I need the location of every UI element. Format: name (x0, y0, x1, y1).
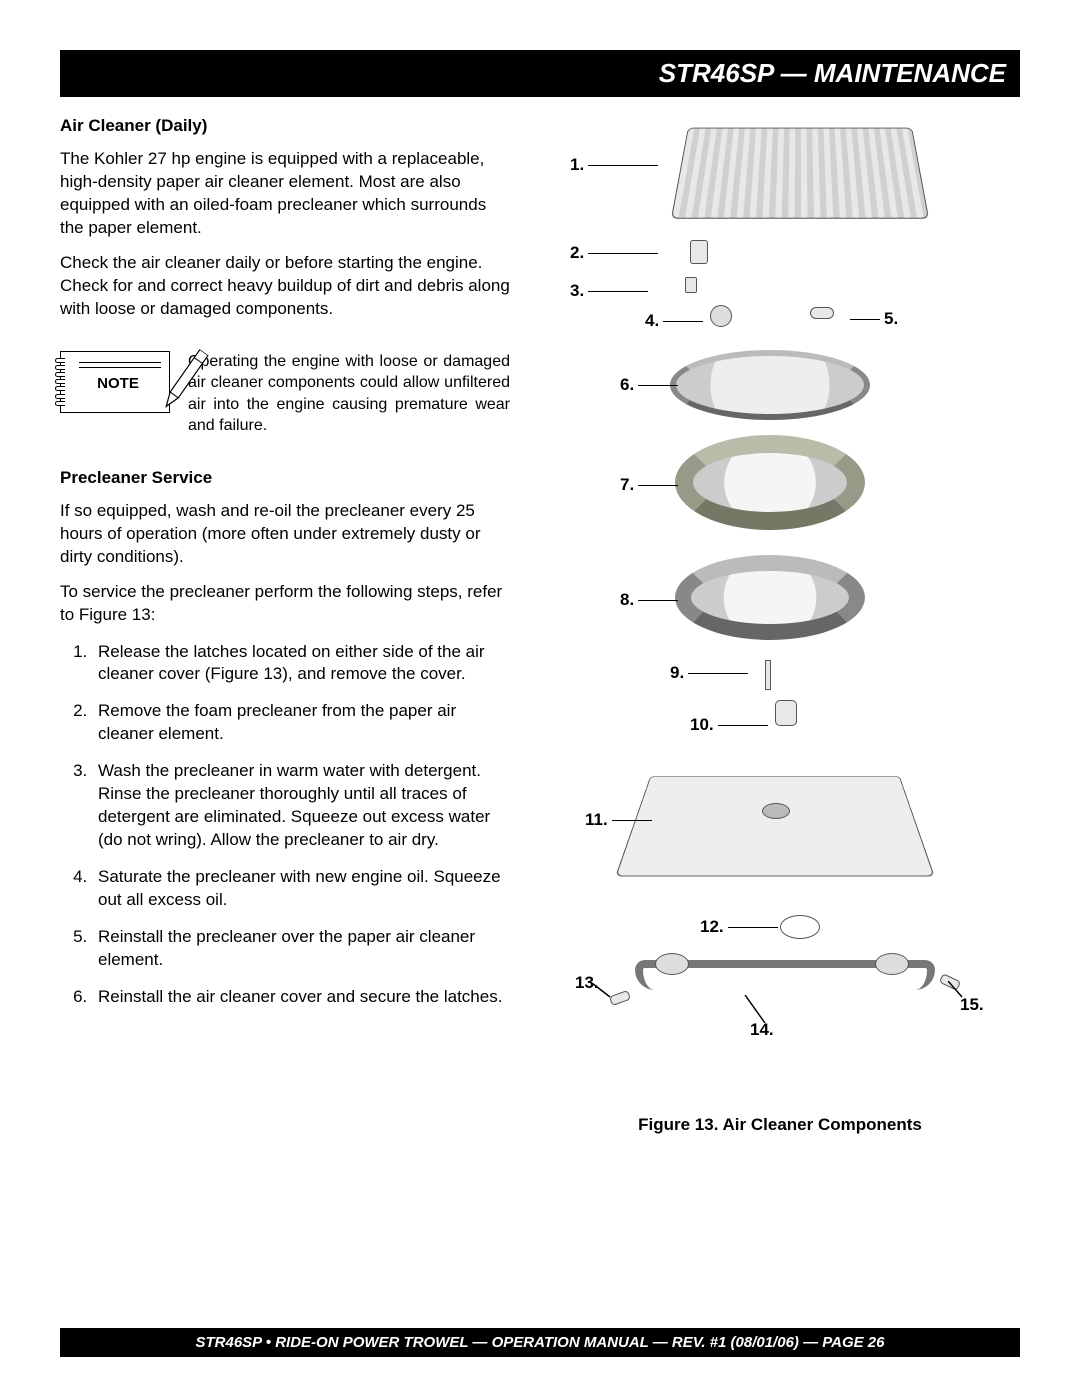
heading-air-cleaner: Air Cleaner (Daily) (60, 115, 510, 138)
part-gasket (780, 915, 820, 939)
callout-4: 4. (645, 311, 703, 331)
callout-8: 8. (620, 590, 678, 610)
callout-6: 6. (620, 375, 678, 395)
part-flange-left (655, 953, 689, 975)
step-item: Wash the precleaner in warm water with d… (92, 760, 510, 852)
part-cover (671, 128, 929, 219)
part-breather-tube (775, 700, 797, 726)
air-cleaner-diagram: 1. 2. 3. 4. 5. (540, 115, 1020, 1105)
step-item: Reinstall the air cleaner cover and secu… (92, 986, 510, 1009)
callout-10: 10. (690, 715, 768, 735)
notepad-spiral-icon (55, 358, 65, 406)
heading-precleaner: Precleaner Service (60, 467, 510, 490)
part-flange-right (875, 953, 909, 975)
part-base-hole (762, 803, 790, 819)
page-footer: STR46SP • RIDE-ON POWER TROWEL — OPERATI… (195, 1334, 884, 1351)
callout-9: 9. (670, 663, 748, 683)
callout-2: 2. (570, 243, 658, 263)
leader-14 (740, 995, 770, 1023)
page-title-bar: STR46SP — MAINTENANCE (60, 50, 1020, 97)
callout-7: 7. (620, 475, 678, 495)
note-notepad-icon: NOTE (60, 351, 170, 413)
para-4: To service the precleaner perform the fo… (60, 581, 510, 627)
left-column: Air Cleaner (Daily) The Kohler 27 hp eng… (60, 115, 510, 1145)
content-columns: Air Cleaner (Daily) The Kohler 27 hp eng… (60, 115, 1020, 1145)
para-2: Check the air cleaner daily or before st… (60, 252, 510, 321)
part-clip (685, 277, 697, 293)
figure-caption: Figure 13. Air Cleaner Components (540, 1115, 1020, 1135)
page-footer-bar: STR46SP • RIDE-ON POWER TROWEL — OPERATI… (60, 1328, 1020, 1357)
leader-13 (592, 983, 612, 1003)
para-1: The Kohler 27 hp engine is equipped with… (60, 148, 510, 240)
part-knob (710, 305, 732, 327)
part-base-plate (615, 776, 935, 877)
part-latch (690, 240, 708, 264)
note-block: NOTE Operating the engine with loose or … (60, 351, 510, 437)
part-element-cover (670, 350, 870, 420)
step-item: Saturate the precleaner with new engine … (92, 866, 510, 912)
page-title: STR46SP — MAINTENANCE (659, 58, 1006, 88)
callout-12: 12. (700, 917, 778, 937)
callout-14: 14. (750, 1020, 774, 1040)
note-label: NOTE (75, 374, 161, 394)
step-item: Remove the foam precleaner from the pape… (92, 700, 510, 746)
part-stud (765, 660, 771, 690)
leader-15 (948, 981, 968, 1001)
precleaner-steps: Release the latches located on either si… (60, 641, 510, 1009)
part-paper-element (675, 435, 865, 530)
step-item: Release the latches located on either si… (92, 641, 510, 687)
callout-11: 11. (585, 810, 652, 830)
part-wingnut (810, 307, 834, 319)
part-bolt-left (609, 990, 631, 1006)
step-item: Reinstall the precleaner over the paper … (92, 926, 510, 972)
callout-5: 5. (850, 309, 898, 329)
callout-1: 1. (570, 155, 658, 175)
part-precleaner (675, 555, 865, 640)
para-3: If so equipped, wash and re-oil the prec… (60, 500, 510, 569)
note-text: Operating the engine with loose or damag… (188, 351, 510, 437)
callout-3: 3. (570, 281, 648, 301)
right-column: 1. 2. 3. 4. 5. (540, 115, 1020, 1145)
